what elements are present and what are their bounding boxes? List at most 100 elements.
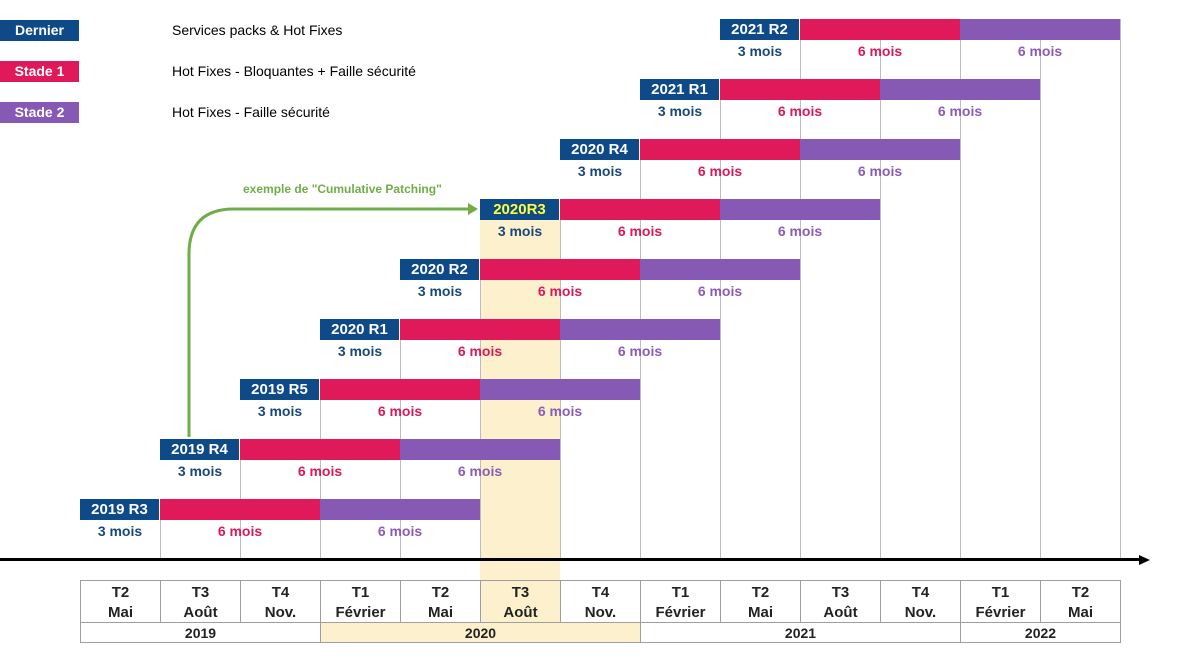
quarter-month: Nov. <box>584 604 617 621</box>
stade1-duration: 6 mois <box>697 163 743 179</box>
release-label: 2020 R1 <box>320 319 399 340</box>
stade1-bar <box>240 439 400 460</box>
stade2-bar <box>400 439 560 460</box>
quarter-cell: T4 Nov. <box>240 580 321 623</box>
stade1-bar <box>640 139 800 160</box>
grid-line <box>800 19 801 559</box>
stade2-duration: 6 mois <box>377 523 423 539</box>
stade1-duration: 6 mois <box>537 283 583 299</box>
stade1-bar <box>400 319 560 340</box>
grid-line <box>320 379 321 559</box>
stade2-bar <box>560 319 720 340</box>
stade2-bar <box>880 79 1040 100</box>
stade1-bar <box>160 499 320 520</box>
quarter-month: Nov. <box>264 604 297 621</box>
stade2-duration: 6 mois <box>457 463 503 479</box>
stade2-bar <box>480 379 640 400</box>
quarter-cell: T3 Août <box>480 580 561 623</box>
update-duration: 3 mois <box>737 43 783 59</box>
stade1-bar <box>720 79 880 100</box>
grid-line <box>960 19 961 559</box>
grid-line <box>1120 19 1121 559</box>
quarter-label: T2 <box>111 584 130 601</box>
release-label: 2019 R3 <box>80 499 159 520</box>
stade2-duration: 6 mois <box>617 343 663 359</box>
stade2-duration: 6 mois <box>937 103 983 119</box>
update-duration: 3 mois <box>657 103 703 119</box>
quarter-label: T2 <box>1071 584 1090 601</box>
update-duration: 3 mois <box>177 463 223 479</box>
highlight-band <box>480 220 560 622</box>
quarter-label: T1 <box>991 584 1010 601</box>
legend-description: Services packs & Hot Fixes <box>172 22 343 38</box>
stade2-bar <box>720 199 880 220</box>
quarter-month: Février <box>335 604 386 621</box>
grid-line <box>1040 19 1041 559</box>
stade2-duration: 6 mois <box>537 403 583 419</box>
year-cell: 2022 <box>960 622 1121 643</box>
release-label: 2021 R2 <box>720 19 799 40</box>
quarter-label: T2 <box>751 584 770 601</box>
stade1-bar <box>800 19 960 40</box>
quarter-label: T2 <box>431 584 450 601</box>
quarter-label: T4 <box>271 584 290 601</box>
stade2-duration: 6 mois <box>1017 43 1063 59</box>
quarter-month: Août <box>183 604 218 621</box>
quarter-cell: T1 Février <box>640 580 721 623</box>
quarter-month: Août <box>823 604 858 621</box>
release-label: 2019 R4 <box>160 439 239 460</box>
release-label: 2020 R2 <box>400 259 479 280</box>
stade2-duration: 6 mois <box>697 283 743 299</box>
stade1-bar <box>320 379 480 400</box>
update-duration: 3 mois <box>497 223 543 239</box>
quarter-month: Février <box>655 604 706 621</box>
stade2-bar <box>800 139 960 160</box>
quarter-month: Mai <box>107 604 133 621</box>
stade2-bar <box>640 259 800 280</box>
quarter-label: T3 <box>191 584 210 601</box>
year-cell: 2020 <box>320 622 641 643</box>
quarter-month: Mai <box>427 604 453 621</box>
arrow-head-icon <box>468 203 478 215</box>
stade1-duration: 6 mois <box>457 343 503 359</box>
quarter-month: Février <box>975 604 1026 621</box>
stade1-bar <box>560 199 720 220</box>
quarter-label: T4 <box>591 584 610 601</box>
release-label: 2021 R1 <box>640 79 719 100</box>
time-axis <box>0 558 1140 561</box>
quarter-label: T1 <box>351 584 370 601</box>
cumulative-patching-note: exemple de "Cumulative Patching" <box>243 182 442 196</box>
update-duration: 3 mois <box>417 283 463 299</box>
legend-description: Hot Fixes - Faille sécurité <box>172 104 330 120</box>
update-duration: 3 mois <box>577 163 623 179</box>
stade1-bar <box>480 259 640 280</box>
grid-line <box>160 499 161 559</box>
legend-description: Hot Fixes - Bloquantes + Faille sécurité <box>172 63 416 79</box>
grid-line <box>720 79 721 559</box>
quarter-month: Nov. <box>904 604 937 621</box>
update-duration: 3 mois <box>257 403 303 419</box>
release-label: 2019 R5 <box>240 379 319 400</box>
quarter-label: T3 <box>831 584 850 601</box>
quarter-label: T3 <box>511 584 530 601</box>
legend-swatch: Stade 2 <box>0 102 79 123</box>
legend-swatch: Stade 1 <box>0 61 79 82</box>
stade2-duration: 6 mois <box>777 223 823 239</box>
time-axis-arrow-icon <box>1139 555 1150 565</box>
quarter-cell: T1 Février <box>320 580 401 623</box>
update-duration: 3 mois <box>97 523 143 539</box>
quarter-label: T4 <box>911 584 930 601</box>
grid-line <box>640 139 641 559</box>
quarter-month: Août <box>503 604 538 621</box>
release-label: 2020R3 <box>480 199 559 220</box>
arrow-line <box>187 207 470 437</box>
legend-swatch: Dernier Update <box>0 20 79 59</box>
update-duration: 3 mois <box>337 343 383 359</box>
stade2-bar <box>960 19 1120 40</box>
stade2-bar <box>320 499 480 520</box>
stade1-duration: 6 mois <box>297 463 343 479</box>
stade1-duration: 6 mois <box>857 43 903 59</box>
grid-line <box>880 19 881 559</box>
